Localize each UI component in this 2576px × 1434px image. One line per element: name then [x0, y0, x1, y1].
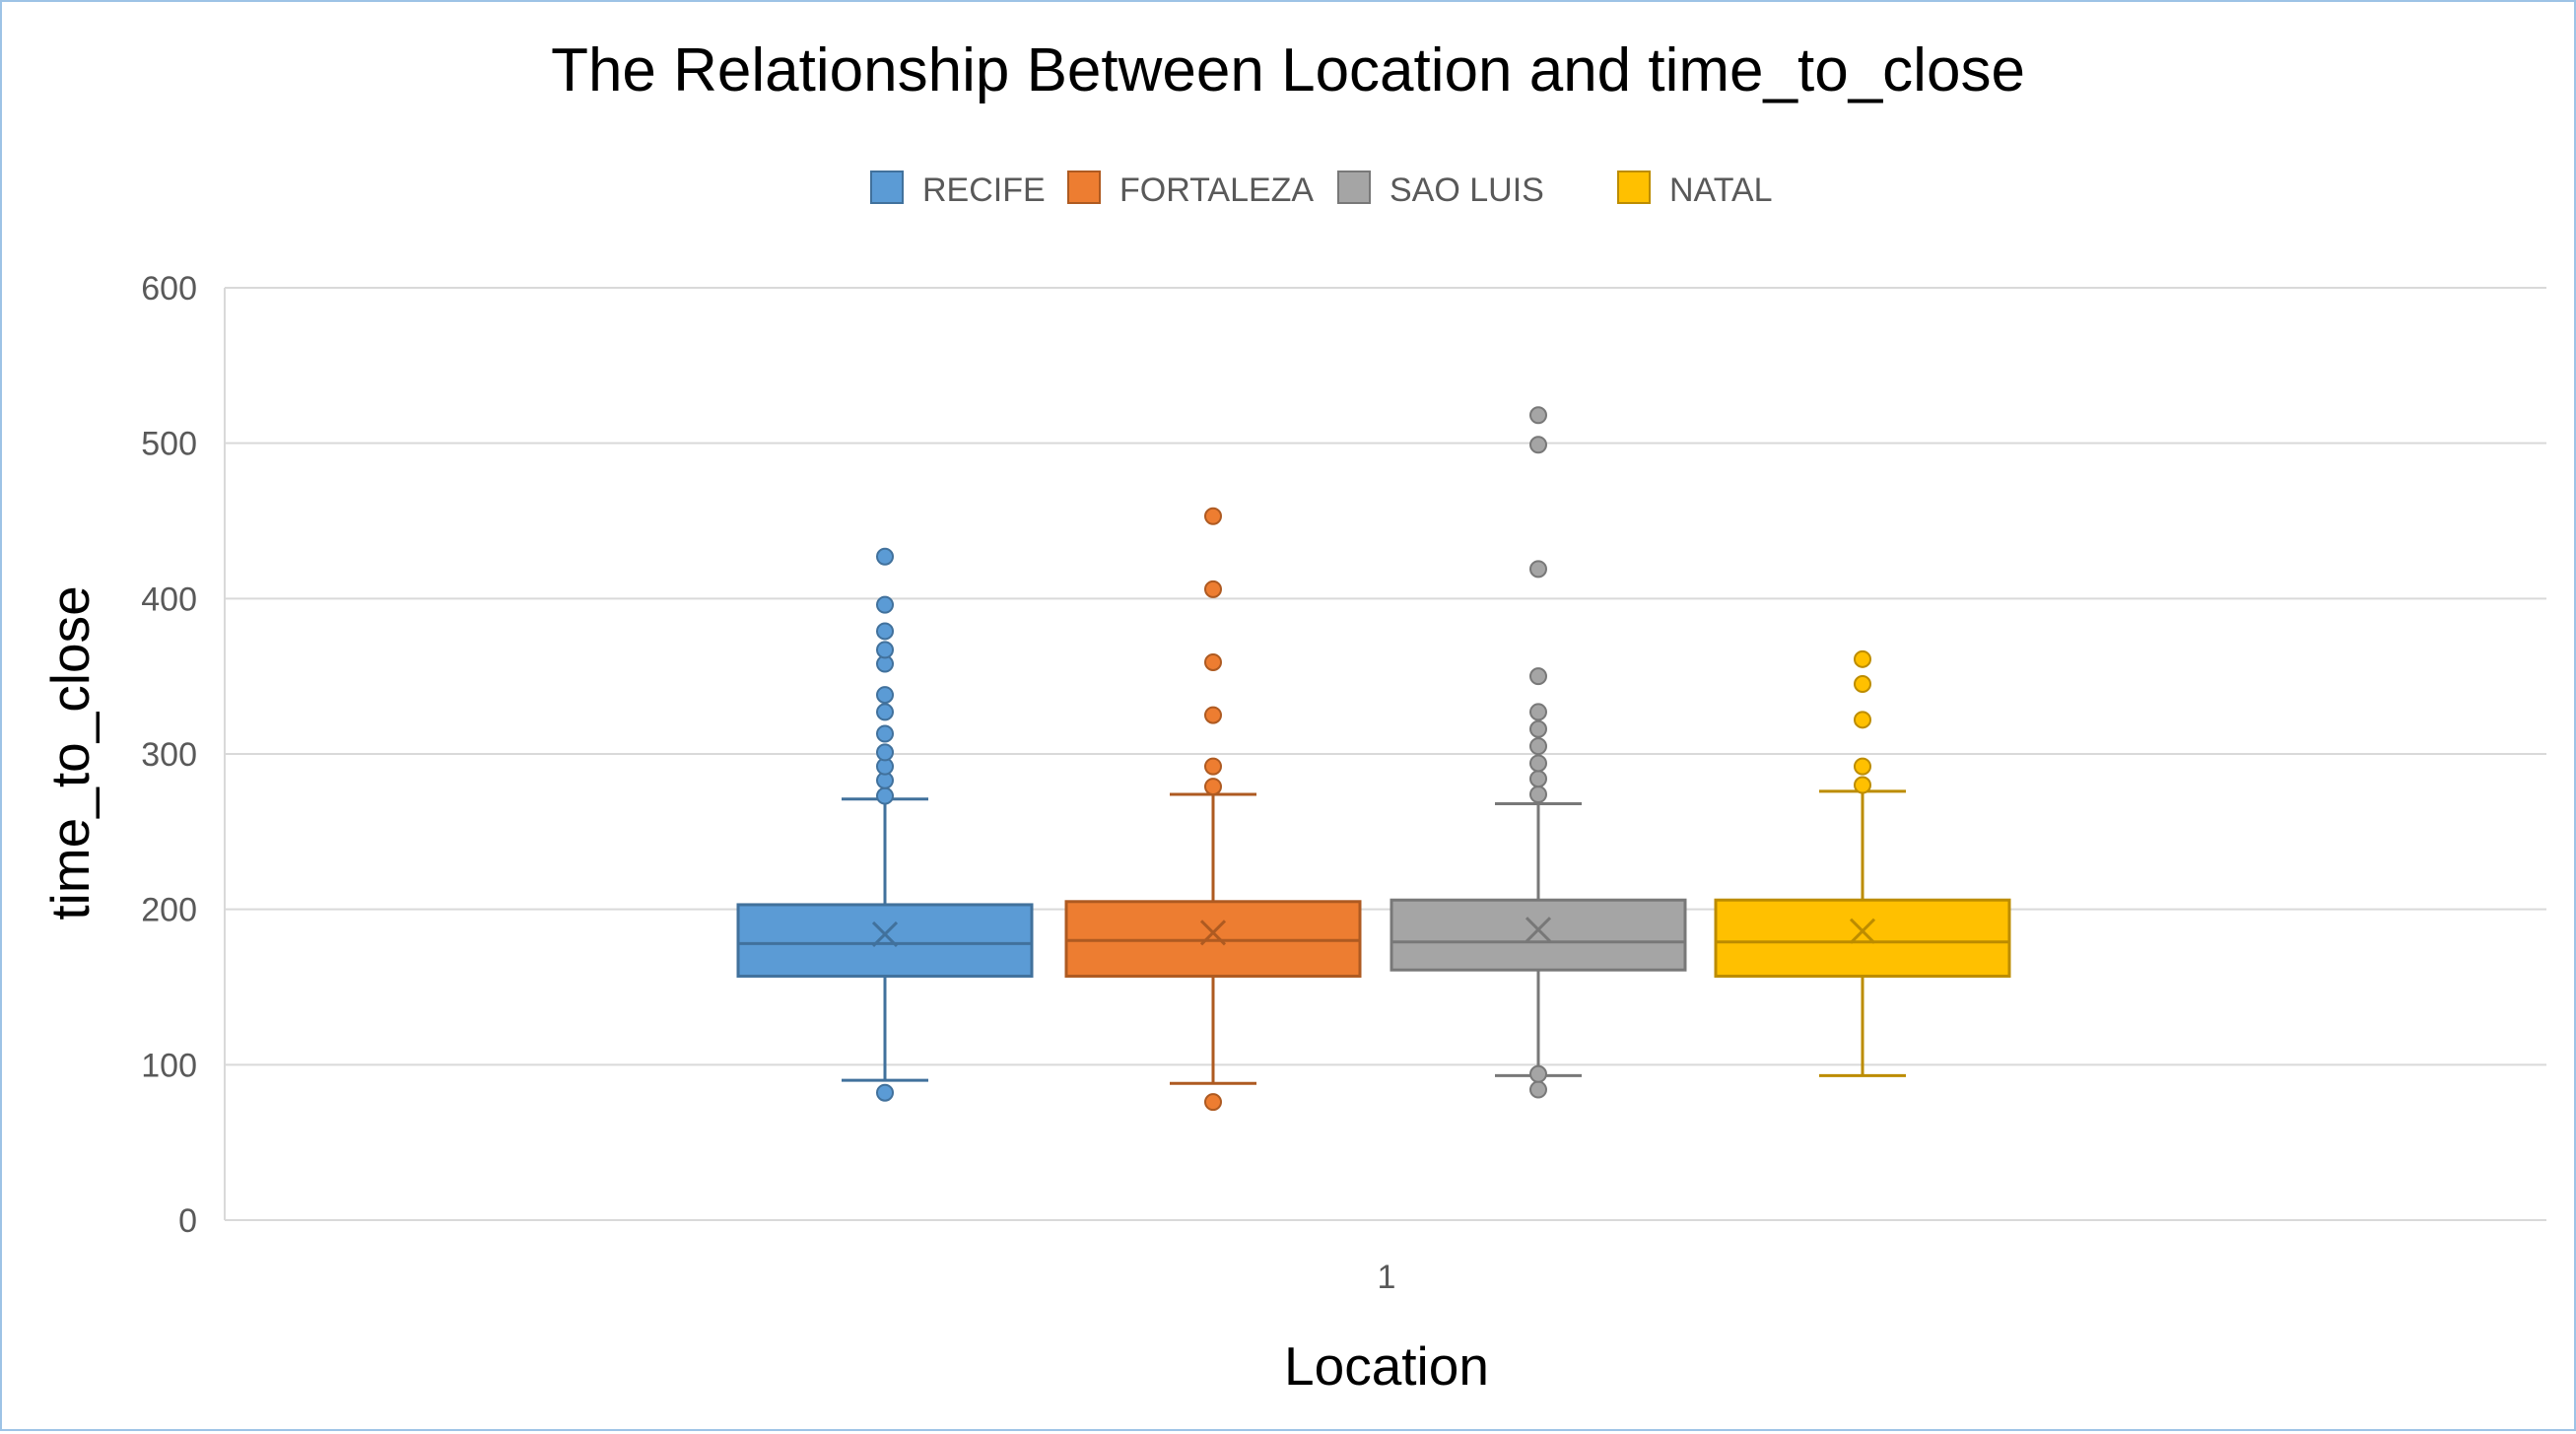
mean-marker — [1849, 918, 1876, 944]
legend-label: NATAL — [1669, 171, 1773, 209]
outlier-point — [1529, 1080, 1547, 1099]
outlier-point — [1529, 703, 1547, 721]
box-iqr — [1390, 898, 1687, 972]
x-axis-label: Location — [1284, 1335, 1489, 1397]
outlier-point — [876, 703, 894, 721]
box-series — [736, 547, 1034, 1102]
legend-label: RECIFE — [922, 171, 1046, 209]
y-tick-label: 600 — [141, 270, 197, 307]
outlier-point — [876, 686, 894, 705]
outlier-point — [1529, 754, 1547, 773]
outlier-point — [1204, 706, 1222, 724]
outlier-point — [1854, 757, 1871, 776]
outlier-point — [1529, 719, 1547, 738]
outlier-point — [1204, 778, 1222, 796]
y-tick-label: 100 — [141, 1047, 197, 1084]
outlier-point — [1854, 675, 1871, 694]
y-tick-label: 500 — [141, 426, 197, 463]
outlier-point — [1204, 580, 1222, 598]
outlier-point — [1529, 1064, 1547, 1083]
plot-area — [225, 406, 2546, 1221]
mean-marker — [871, 921, 899, 947]
chart-title: The Relationship Between Location and ti… — [551, 36, 2025, 104]
legend-label: FORTALEZA — [1119, 171, 1314, 209]
outlier-point — [1854, 649, 1871, 668]
y-tick-label: 400 — [141, 580, 197, 618]
outlier-point — [1529, 737, 1547, 756]
outlier-point — [876, 1083, 894, 1102]
legend-swatch — [1337, 171, 1371, 204]
outlier-point — [876, 743, 894, 762]
outlier-point — [1854, 776, 1871, 794]
mean-marker — [1525, 917, 1552, 943]
box-series — [1064, 507, 1362, 1112]
outlier-point — [876, 622, 894, 641]
outlier-point — [1529, 785, 1547, 803]
outlier-point — [1529, 770, 1547, 788]
y-axis-label: time_to_close — [39, 585, 101, 920]
box-iqr — [736, 903, 1034, 978]
outlier-point — [1529, 406, 1547, 425]
outlier-point — [1854, 711, 1871, 729]
y-tick-label: 0 — [178, 1202, 197, 1240]
outlier-point — [1204, 757, 1222, 776]
outlier-point — [1529, 667, 1547, 686]
mean-marker — [1199, 920, 1227, 946]
outlier-point — [876, 595, 894, 614]
outlier-point — [876, 641, 894, 659]
legend: RECIFE FORTALEZA SAO LUIS NATAL — [870, 171, 1773, 209]
box-iqr — [1064, 900, 1362, 978]
outlier-point — [876, 786, 894, 805]
outlier-point — [876, 547, 894, 566]
box-series — [1714, 649, 2011, 1077]
legend-label: SAO LUIS — [1390, 171, 1544, 209]
box-iqr — [1714, 898, 2011, 978]
y-tick-label: 200 — [141, 892, 197, 929]
y-axis-ticks: 0 100 200 300 400 500 600 — [141, 270, 197, 1240]
y-tick-label: 300 — [141, 736, 197, 774]
outlier-point — [1529, 436, 1547, 454]
outlier-point — [1204, 1093, 1222, 1112]
legend-swatch — [1067, 171, 1101, 204]
outlier-point — [1204, 507, 1222, 525]
outlier-point — [1204, 652, 1222, 671]
outlier-point — [1529, 560, 1547, 579]
x-tick-label: 1 — [1378, 1259, 1396, 1296]
legend-swatch — [870, 171, 904, 204]
legend-swatch — [1617, 171, 1651, 204]
outlier-point — [876, 724, 894, 743]
box-series — [1390, 406, 1687, 1099]
gridlines — [224, 287, 2546, 1221]
